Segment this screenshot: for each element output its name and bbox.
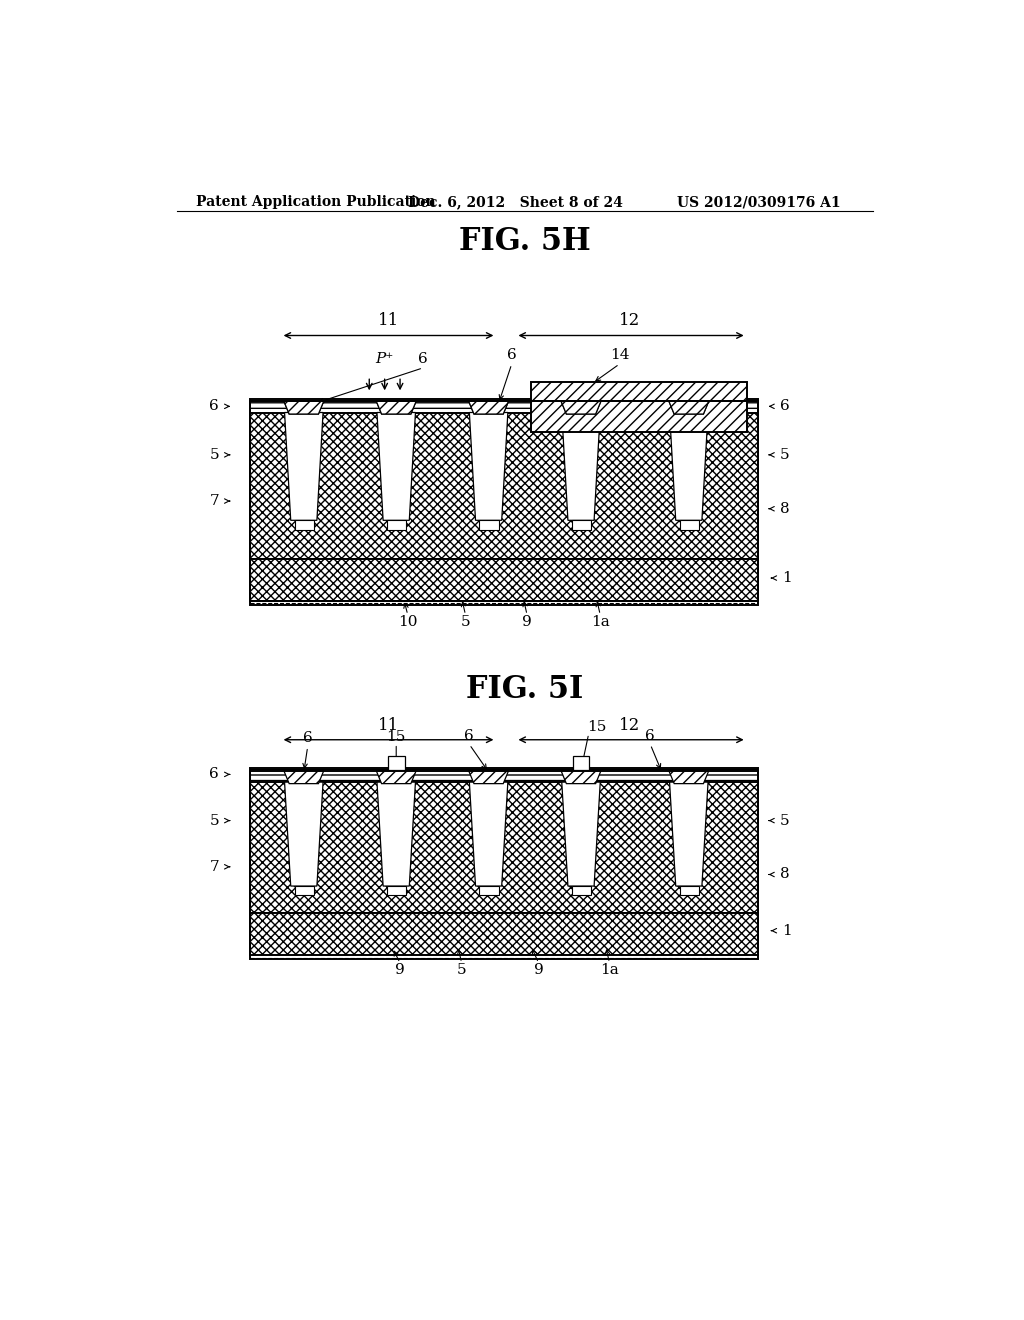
Polygon shape [469, 401, 509, 414]
Bar [479, 886, 499, 895]
Text: Dec. 6, 2012   Sheet 8 of 24: Dec. 6, 2012 Sheet 8 of 24 [408, 195, 623, 210]
Text: 6: 6 [303, 731, 312, 744]
Text: 11: 11 [378, 717, 399, 734]
Bar [250, 401, 758, 605]
Polygon shape [469, 401, 509, 414]
Text: 9: 9 [395, 964, 404, 977]
Bar [250, 401, 758, 558]
Text: 15: 15 [386, 730, 406, 743]
Text: 1: 1 [782, 924, 792, 937]
Polygon shape [562, 781, 600, 886]
Bar [295, 520, 313, 529]
Text: 8: 8 [779, 502, 790, 516]
Polygon shape [377, 781, 416, 886]
Polygon shape [562, 412, 600, 520]
Polygon shape [469, 781, 508, 886]
Bar [250, 401, 758, 601]
Polygon shape [469, 412, 508, 520]
Text: 5: 5 [457, 964, 467, 977]
Polygon shape [670, 412, 708, 520]
Bar [572, 756, 590, 770]
Bar [387, 886, 407, 895]
Text: 14: 14 [609, 348, 630, 363]
Text: 5: 5 [461, 615, 470, 630]
Text: 6: 6 [645, 729, 655, 743]
Polygon shape [669, 401, 709, 414]
Text: 5: 5 [210, 447, 219, 462]
Text: P⁺: P⁺ [376, 352, 394, 367]
Bar [250, 771, 758, 913]
Bar [571, 520, 591, 529]
Text: FIG. 5H: FIG. 5H [459, 226, 591, 257]
Text: 5: 5 [779, 813, 790, 828]
Text: 5: 5 [210, 813, 219, 828]
Polygon shape [669, 401, 709, 414]
Polygon shape [284, 401, 324, 414]
Text: 6: 6 [418, 352, 428, 367]
Text: 11: 11 [378, 313, 399, 330]
Text: 9: 9 [534, 964, 544, 977]
Polygon shape [284, 771, 324, 784]
Bar [250, 771, 758, 960]
Polygon shape [376, 771, 416, 784]
Bar [295, 886, 313, 895]
Text: 1a: 1a [591, 615, 609, 630]
Polygon shape [469, 771, 509, 784]
Text: Patent Application Publication: Patent Application Publication [196, 195, 435, 210]
Bar [571, 886, 591, 895]
Text: 6: 6 [209, 400, 219, 413]
Text: 15: 15 [587, 719, 606, 734]
Polygon shape [669, 771, 709, 784]
Text: 10: 10 [398, 615, 418, 630]
Text: 9: 9 [522, 615, 532, 630]
Text: 6: 6 [465, 729, 474, 743]
Bar [531, 381, 746, 432]
Bar [680, 886, 698, 895]
Text: 7: 7 [210, 859, 219, 874]
Polygon shape [561, 401, 601, 414]
Text: 12: 12 [618, 717, 640, 734]
Polygon shape [670, 781, 708, 886]
Bar [387, 520, 407, 529]
Bar [479, 520, 499, 529]
Text: US 2012/0309176 A1: US 2012/0309176 A1 [677, 195, 841, 210]
Bar [250, 913, 758, 956]
Polygon shape [285, 781, 323, 886]
Text: 5: 5 [779, 447, 790, 462]
Text: 7: 7 [210, 494, 219, 508]
Polygon shape [377, 412, 416, 520]
Bar [250, 768, 758, 781]
Text: 1: 1 [782, 572, 792, 585]
Text: 6: 6 [209, 767, 219, 781]
Polygon shape [376, 401, 416, 414]
Polygon shape [376, 401, 416, 414]
Text: 6: 6 [507, 348, 516, 363]
Bar [388, 756, 404, 770]
Text: 1a: 1a [600, 964, 618, 977]
Text: FIG. 5I: FIG. 5I [466, 675, 584, 705]
Polygon shape [284, 401, 324, 414]
Bar [250, 399, 758, 412]
Polygon shape [561, 771, 601, 784]
Text: 6: 6 [779, 400, 790, 413]
Polygon shape [561, 401, 601, 414]
Polygon shape [285, 412, 323, 520]
Text: 8: 8 [779, 867, 790, 882]
Text: 12: 12 [618, 313, 640, 330]
Bar [250, 558, 758, 601]
Bar [680, 520, 698, 529]
